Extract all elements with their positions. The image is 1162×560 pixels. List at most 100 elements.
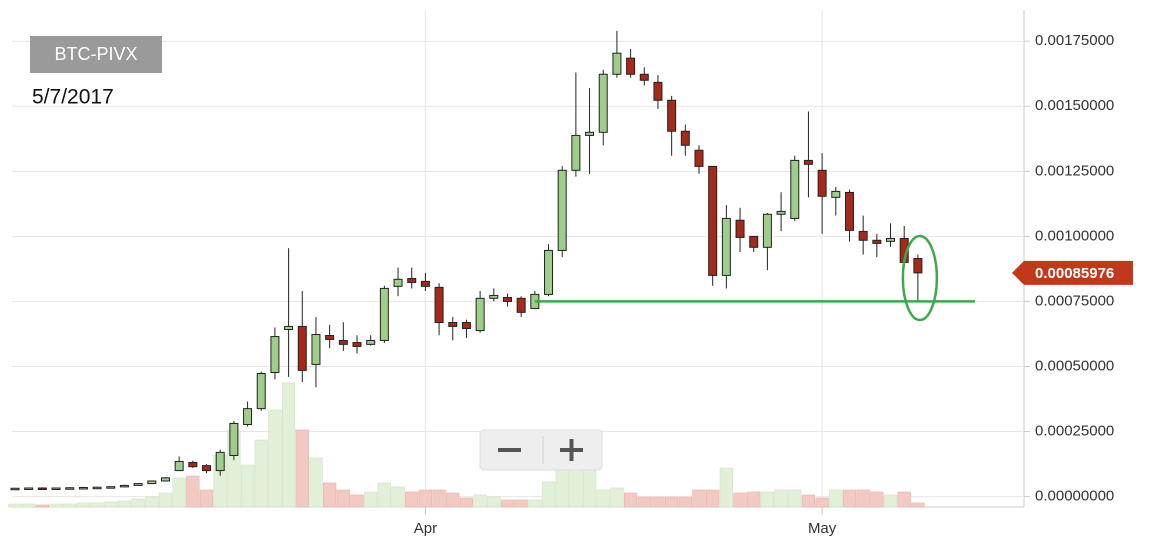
last-price-tag bbox=[1012, 260, 1133, 285]
y-tick-label: 0.00125000 bbox=[1035, 162, 1114, 179]
candle-body bbox=[667, 99, 677, 132]
volume-bar bbox=[870, 491, 884, 508]
candle-body bbox=[256, 373, 266, 410]
volume-bar bbox=[8, 503, 22, 508]
volume-bar bbox=[350, 494, 364, 508]
candle-body bbox=[160, 477, 170, 482]
candle-body bbox=[393, 278, 403, 287]
candle-body bbox=[735, 219, 745, 238]
volume-bar bbox=[514, 499, 528, 508]
candle-body bbox=[311, 333, 321, 365]
volume-bar bbox=[459, 497, 474, 508]
candle-body bbox=[639, 73, 649, 81]
volume-bar bbox=[473, 494, 487, 508]
volume-bar bbox=[664, 496, 679, 508]
volume-bar bbox=[541, 481, 556, 508]
candle-body bbox=[51, 487, 61, 491]
candle-body bbox=[65, 487, 75, 490]
y-tick-label: 0.00000000 bbox=[1035, 488, 1114, 505]
volume-bar bbox=[377, 482, 391, 508]
candle-body bbox=[379, 287, 389, 341]
zoom-controls bbox=[479, 429, 603, 471]
zoom-out-button[interactable] bbox=[481, 431, 542, 469]
volume-bar bbox=[295, 429, 309, 508]
volume-bar bbox=[117, 500, 132, 508]
volume-bar bbox=[418, 489, 433, 508]
volume-bar bbox=[815, 497, 829, 508]
volume-bar bbox=[801, 494, 816, 508]
candle-body bbox=[721, 217, 731, 276]
y-tick-label: 0.00050000 bbox=[1035, 357, 1114, 374]
candle-body bbox=[92, 486, 102, 490]
y-tick-label: 0.00025000 bbox=[1035, 423, 1114, 440]
candle-body bbox=[188, 462, 198, 468]
volume-bar bbox=[596, 489, 610, 508]
candle-body bbox=[886, 237, 896, 242]
candle-body bbox=[461, 322, 471, 329]
date-label: 5/7/2017 bbox=[32, 86, 114, 109]
volume-bar bbox=[555, 465, 569, 508]
volume-bar bbox=[651, 496, 665, 508]
volume-bar bbox=[706, 489, 720, 508]
candle-body bbox=[106, 486, 116, 489]
volume-bar bbox=[90, 502, 104, 508]
volume-bar bbox=[788, 489, 802, 508]
highlight-ellipse bbox=[901, 234, 939, 322]
volume-bar bbox=[131, 498, 145, 508]
candle-body bbox=[448, 322, 458, 327]
candle-body bbox=[612, 52, 622, 75]
candle-body bbox=[475, 297, 485, 332]
candle-body bbox=[270, 336, 280, 373]
y-tick-label: 0.00075000 bbox=[1035, 292, 1114, 309]
volume-bar bbox=[432, 489, 446, 508]
candle-body bbox=[680, 130, 690, 146]
volume-bar bbox=[678, 496, 692, 508]
volume-bar bbox=[883, 494, 898, 508]
volume-bar bbox=[145, 496, 159, 508]
candle-body bbox=[817, 169, 827, 197]
volume-bar bbox=[719, 467, 734, 508]
volume-bar bbox=[22, 503, 36, 508]
last-price-label: 0.00085976 bbox=[1035, 265, 1114, 282]
candle-body bbox=[133, 483, 143, 486]
volume-bar bbox=[104, 501, 118, 508]
candle-body bbox=[502, 297, 512, 302]
volume-bar bbox=[487, 496, 501, 508]
volume-bar bbox=[528, 499, 542, 508]
volume-bar bbox=[500, 499, 515, 508]
candle-body bbox=[10, 487, 20, 491]
volume-bar bbox=[172, 477, 186, 508]
y-tick-label: 0.00100000 bbox=[1035, 227, 1114, 244]
candle-body bbox=[434, 286, 444, 324]
candle-body bbox=[243, 408, 253, 426]
candle-body bbox=[598, 73, 608, 133]
volume-bar bbox=[158, 492, 173, 508]
candle-body bbox=[694, 149, 704, 167]
y-tick-label: 0.00150000 bbox=[1035, 97, 1114, 114]
y-tick-label: 0.00175000 bbox=[1035, 32, 1114, 49]
volume-bar bbox=[49, 503, 63, 508]
volume-bar bbox=[405, 491, 419, 508]
zoom-in-button[interactable] bbox=[544, 431, 601, 469]
candle-body bbox=[24, 487, 34, 491]
candle-body bbox=[147, 480, 157, 485]
candle-body bbox=[571, 134, 581, 171]
candle-body bbox=[872, 239, 882, 244]
candle-body bbox=[338, 339, 348, 345]
candle-body bbox=[352, 342, 362, 347]
candle-body bbox=[913, 258, 923, 274]
candle-body bbox=[229, 422, 239, 456]
volume-bar bbox=[35, 504, 50, 508]
volume-bar bbox=[856, 489, 870, 508]
candle-body bbox=[749, 235, 759, 248]
candle-body bbox=[284, 325, 294, 331]
title-box bbox=[30, 36, 162, 73]
volume-bar bbox=[391, 486, 405, 508]
candle-body bbox=[215, 451, 225, 472]
candle-body bbox=[790, 159, 800, 219]
candle-body bbox=[202, 465, 212, 472]
volume-bar bbox=[623, 492, 638, 508]
volume-bar bbox=[76, 502, 91, 508]
candle-body bbox=[557, 169, 567, 251]
